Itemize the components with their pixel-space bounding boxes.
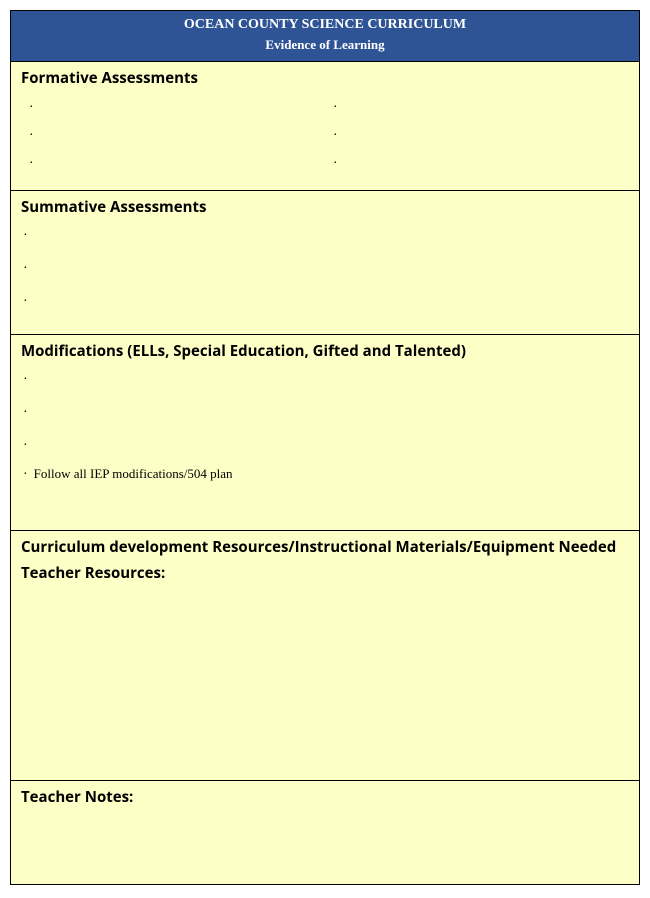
table-header: OCEAN COUNTY SCIENCE CURRICULUM Evidence… (11, 11, 640, 62)
summative-assessments-section: Summative Assessments (11, 191, 640, 335)
formative-bullet-l3 (21, 150, 325, 178)
modifications-bullet-3 (21, 433, 629, 466)
summative-heading: Summative Assessments (21, 197, 629, 217)
modifications-iep-line: Follow all IEP modifications/504 plan (21, 466, 629, 483)
resources-heading-2: Teacher Resources: (21, 563, 629, 583)
formative-bullet-r3 (325, 150, 629, 178)
formative-bullet-l1 (21, 94, 325, 122)
formative-row-1 (21, 94, 629, 122)
formative-bullet-l2 (21, 122, 325, 150)
resources-section: Curriculum development Resources/Instruc… (11, 531, 640, 781)
summative-bullet-3 (21, 289, 629, 322)
formative-heading: Formative Assessments (21, 68, 629, 88)
formative-bullet-r2 (325, 122, 629, 150)
formative-bullet-r1 (325, 94, 629, 122)
summative-bullet-1 (21, 223, 629, 256)
modifications-bullet-2 (21, 400, 629, 433)
modifications-heading: Modifications (ELLs, Special Education, … (21, 341, 629, 361)
teacher-notes-section: Teacher Notes: (11, 781, 640, 885)
formative-row-2 (21, 122, 629, 150)
modifications-bullet-1 (21, 367, 629, 400)
resources-heading-1: Curriculum development Resources/Instruc… (21, 537, 629, 557)
teacher-notes-heading: Teacher Notes: (21, 787, 629, 807)
curriculum-table: OCEAN COUNTY SCIENCE CURRICULUM Evidence… (10, 10, 640, 885)
formative-assessments-section: Formative Assessments (11, 62, 640, 191)
formative-row-3 (21, 150, 629, 178)
modifications-section: Modifications (ELLs, Special Education, … (11, 335, 640, 531)
header-title: OCEAN COUNTY SCIENCE CURRICULUM (19, 17, 631, 33)
header-subtitle: Evidence of Learning (19, 37, 631, 53)
summative-bullet-2 (21, 256, 629, 289)
